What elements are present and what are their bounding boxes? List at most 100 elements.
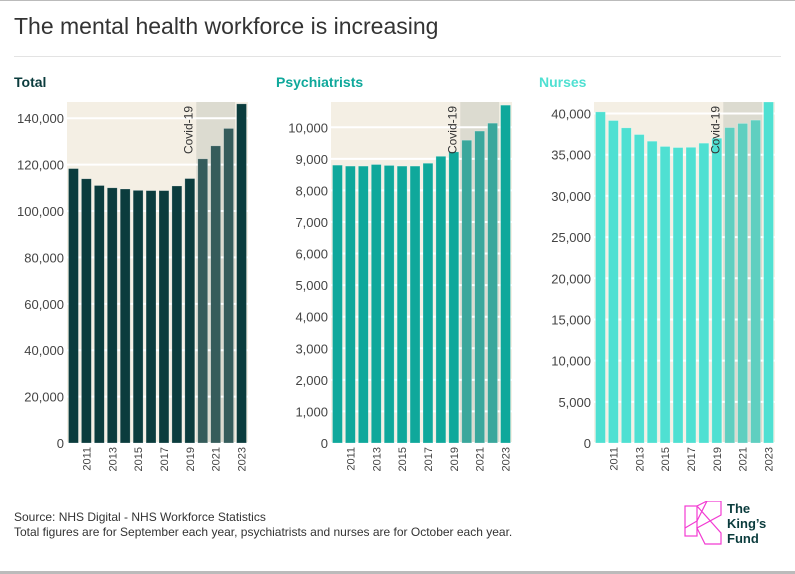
bar-2023 xyxy=(500,104,511,444)
y-tick-label: 5,000 xyxy=(558,395,591,410)
y-tick-label: 2,000 xyxy=(295,373,328,388)
chart-title-total: Total xyxy=(14,74,47,90)
bar-2011 xyxy=(608,120,619,444)
logo-k-icon xyxy=(684,501,722,545)
bar-2019 xyxy=(448,151,460,444)
y-tick-label: 25,000 xyxy=(551,230,591,245)
bar-2014 xyxy=(119,188,131,444)
bar-2010 xyxy=(332,164,343,444)
x-tick-label: 2013 xyxy=(107,447,119,471)
bar-2010 xyxy=(595,111,606,444)
y-tick-label: 3,000 xyxy=(295,341,328,356)
bar-2016 xyxy=(409,165,421,444)
y-tick-label: 0 xyxy=(57,436,64,451)
bar-2013 xyxy=(370,164,382,444)
bar-2019 xyxy=(711,137,723,444)
bar-2017 xyxy=(685,147,697,444)
bar-2017 xyxy=(422,162,434,444)
y-tick-label: 6,000 xyxy=(295,247,328,262)
x-tick-label: 2015 xyxy=(660,447,672,471)
y-tick-label: 120,000 xyxy=(17,158,64,173)
x-tick-label: 2017 xyxy=(686,447,698,471)
bar-2010 xyxy=(68,168,79,444)
x-tick-label: 2013 xyxy=(634,447,646,471)
covid-annotation: Covid-19 xyxy=(181,106,195,154)
footnote-line: Total figures are for September each yea… xyxy=(14,525,513,539)
y-tick-label: 8,000 xyxy=(295,183,328,198)
bar-2021 xyxy=(737,123,748,444)
bar-2013 xyxy=(633,134,645,444)
y-tick-label: 0 xyxy=(321,436,328,451)
y-tick-label: 4,000 xyxy=(295,310,328,325)
y-tick-label: 10,000 xyxy=(551,354,591,369)
x-tick-label: 2021 xyxy=(475,447,487,471)
chart-title-psychiatrists: Psychiatrists xyxy=(276,74,364,90)
y-tick-label: 5,000 xyxy=(295,278,328,293)
bottom-border xyxy=(0,571,795,574)
bar-2022 xyxy=(487,122,498,444)
bar-2018 xyxy=(171,185,183,444)
bar-2014 xyxy=(646,140,658,444)
y-tick-label: 20,000 xyxy=(24,390,64,405)
y-tick-label: 9,000 xyxy=(295,152,328,167)
chart-title-nurses: Nurses xyxy=(539,74,587,90)
bar-2015 xyxy=(659,146,671,444)
x-tick-label: 2019 xyxy=(712,447,724,471)
bar-2016 xyxy=(672,147,684,444)
x-tick-label: 2019 xyxy=(449,447,461,471)
x-tick-label: 2011 xyxy=(345,447,357,471)
x-tick-label: 2013 xyxy=(371,447,383,471)
x-tick-label: 2021 xyxy=(211,447,223,471)
svg-text:Fund: Fund xyxy=(727,531,759,546)
y-tick-label: 0 xyxy=(584,436,591,451)
bar-2022 xyxy=(750,119,761,444)
y-tick-label: 1,000 xyxy=(295,404,328,419)
x-tick-label: 2023 xyxy=(764,447,776,471)
x-tick-label: 2017 xyxy=(159,447,171,471)
bar-2015 xyxy=(396,165,408,444)
bar-2018 xyxy=(435,156,447,444)
x-tick-label: 2019 xyxy=(185,447,197,471)
x-tick-label: 2015 xyxy=(397,447,409,471)
y-tick-label: 10,000 xyxy=(288,120,328,135)
source-line: Source: NHS Digital - NHS Workforce Stat… xyxy=(14,510,266,524)
bar-2019 xyxy=(184,178,196,444)
chart-nurses: 0 5,000 10,000 15,000 20,000 25,000 30,000 35,0… xyxy=(551,101,776,471)
y-tick-label: 35,000 xyxy=(551,148,591,163)
bar-2011 xyxy=(345,165,356,444)
y-tick-label: 80,000 xyxy=(24,250,64,265)
y-tick-label: 140,000 xyxy=(17,111,64,126)
bar-2017 xyxy=(158,190,170,444)
covid-annotation: Covid-19 xyxy=(445,106,459,154)
y-tick-label: 30,000 xyxy=(551,189,591,204)
bar-2018 xyxy=(698,142,710,444)
x-tick-label: 2023 xyxy=(501,447,513,471)
bar-2015 xyxy=(132,190,144,444)
bar-2012 xyxy=(621,127,632,444)
y-tick-label: 15,000 xyxy=(551,312,591,327)
bar-2020 xyxy=(724,127,736,444)
x-tick-label: 2015 xyxy=(133,447,145,471)
bar-2023 xyxy=(763,101,774,444)
svg-text:The: The xyxy=(727,501,750,516)
x-tick-label: 2023 xyxy=(237,447,249,471)
y-tick-label: 100,000 xyxy=(17,204,64,219)
x-tick-label: 2021 xyxy=(738,447,750,471)
bar-2013 xyxy=(106,187,118,444)
bar-2020 xyxy=(197,158,209,444)
svg-text:King’s: King’s xyxy=(727,516,766,531)
bar-2011 xyxy=(81,178,92,444)
chart-psychiatrists: 0 1,000 2,000 3,000 4,000 5,000 6,000 7,000 8,00… xyxy=(288,102,513,471)
y-tick-label: 40,000 xyxy=(24,343,64,358)
bar-2016 xyxy=(145,190,157,444)
bar-2012 xyxy=(358,165,369,444)
bar-2023 xyxy=(236,103,247,444)
covid-annotation: Covid-19 xyxy=(708,106,722,154)
bar-2012 xyxy=(94,185,105,444)
y-tick-label: 7,000 xyxy=(295,215,328,230)
page-title: The mental health workforce is increasin… xyxy=(14,13,439,39)
source-note: Source: NHS Digital - NHS Workforce Stat… xyxy=(14,510,512,540)
bar-2021 xyxy=(210,145,221,444)
